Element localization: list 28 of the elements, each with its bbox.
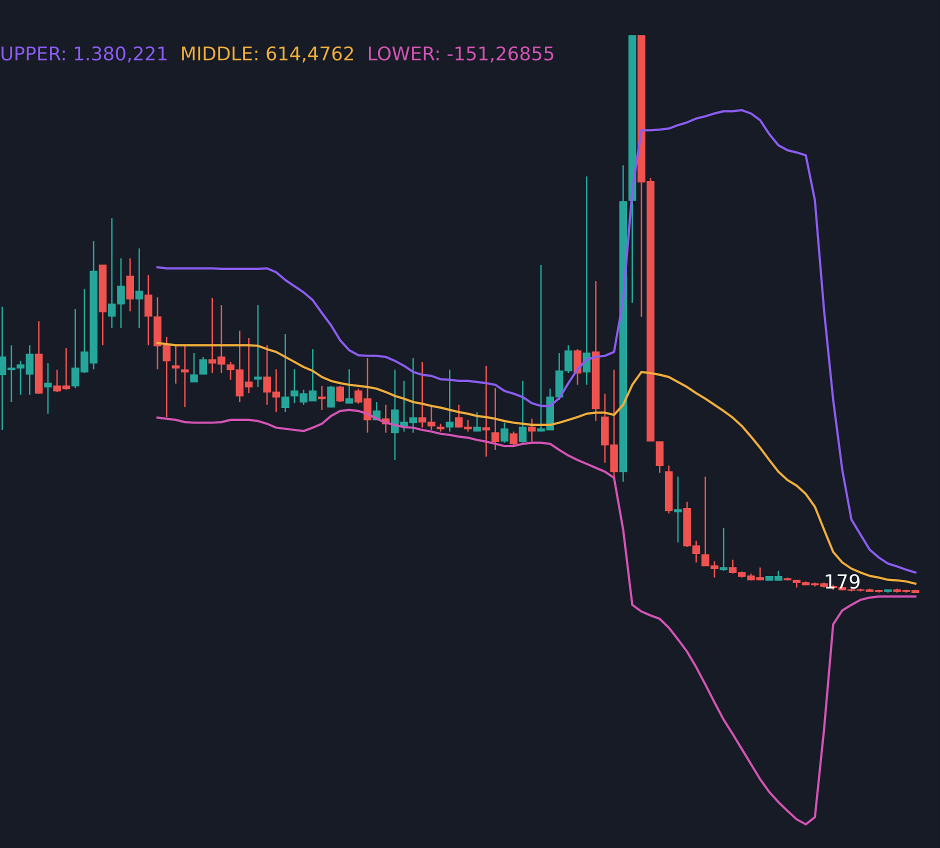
candlestick	[674, 476, 682, 544]
candlestick	[491, 387, 500, 451]
candlestick	[345, 368, 354, 404]
text: MIDDLE: 614,4762	[182, 46, 353, 62]
candlestick	[135, 248, 144, 329]
candlestick	[482, 365, 490, 458]
candlestick	[510, 430, 518, 446]
candlestick	[144, 274, 152, 346]
candlestick	[318, 385, 326, 411]
candlestick	[327, 385, 335, 408]
candlestick	[44, 362, 52, 414]
candlestick	[126, 258, 134, 312]
candlestick	[473, 411, 481, 432]
text: UPPER: 1.380,221	[2, 46, 167, 62]
candlestick	[254, 304, 262, 388]
candlestick	[720, 527, 728, 572]
candlestick	[518, 380, 527, 444]
candlestick	[336, 385, 344, 403]
candlestick	[446, 369, 454, 432]
candlestick	[528, 418, 536, 442]
candlestick	[199, 356, 208, 375]
candlestick	[190, 352, 198, 383]
candlestick	[500, 422, 508, 444]
candlestick	[181, 345, 189, 408]
candlestick	[281, 333, 290, 413]
candlestick	[172, 344, 180, 384]
annotation: 179	[826, 574, 860, 589]
text: LOWER: -151,26855	[368, 46, 554, 62]
